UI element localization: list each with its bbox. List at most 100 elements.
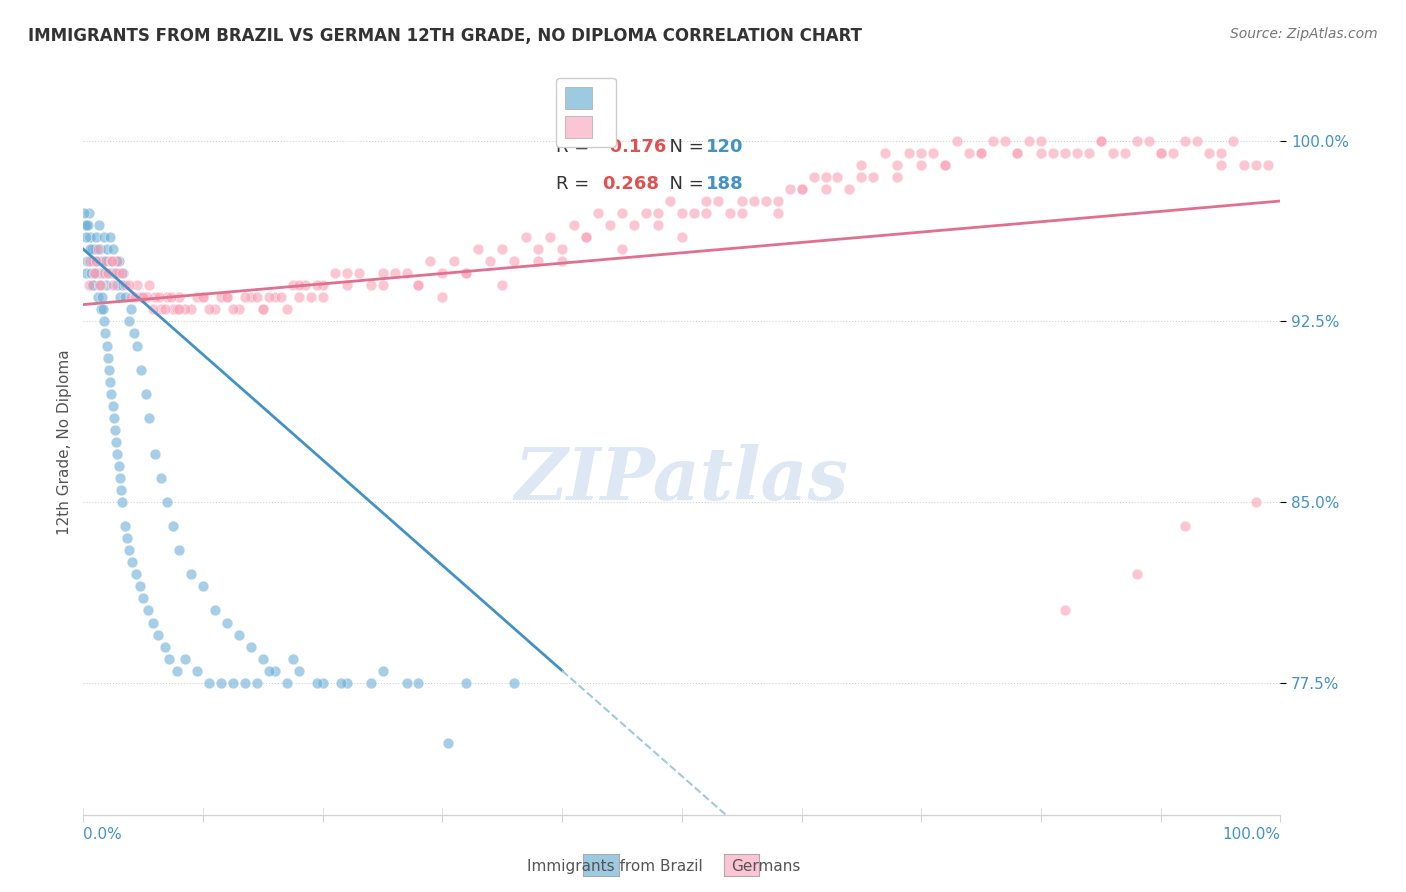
Point bbox=[910, 145, 932, 160]
Text: R =: R = bbox=[557, 175, 595, 194]
Point bbox=[96, 338, 118, 352]
Point bbox=[1090, 134, 1112, 148]
Point bbox=[239, 290, 262, 304]
Point bbox=[287, 664, 309, 678]
Point bbox=[647, 218, 669, 232]
Point bbox=[551, 242, 574, 256]
Point bbox=[107, 458, 129, 473]
Point bbox=[107, 266, 129, 280]
Point bbox=[114, 519, 136, 533]
Point bbox=[156, 495, 179, 509]
Text: Immigrants from Brazil: Immigrants from Brazil bbox=[527, 859, 703, 874]
Point bbox=[575, 230, 598, 244]
Point bbox=[1029, 134, 1052, 148]
Point bbox=[103, 410, 125, 425]
Point bbox=[551, 254, 574, 268]
Point bbox=[467, 242, 489, 256]
Point bbox=[329, 675, 352, 690]
Point bbox=[299, 290, 322, 304]
Text: N =: N = bbox=[658, 138, 710, 156]
Point bbox=[1222, 134, 1244, 148]
Point bbox=[111, 266, 134, 280]
Point bbox=[437, 736, 460, 750]
Point bbox=[515, 230, 537, 244]
Point bbox=[87, 218, 110, 232]
Point bbox=[1209, 145, 1232, 160]
Point bbox=[104, 423, 127, 437]
Text: R =: R = bbox=[557, 138, 595, 156]
Point bbox=[233, 290, 256, 304]
Point bbox=[1077, 145, 1099, 160]
Point bbox=[77, 218, 100, 232]
Point bbox=[93, 266, 115, 280]
Point bbox=[150, 302, 173, 317]
Point bbox=[135, 290, 157, 304]
Point bbox=[671, 206, 693, 220]
Text: Germans: Germans bbox=[731, 859, 800, 874]
Point bbox=[103, 242, 125, 256]
Point bbox=[142, 302, 165, 317]
Point bbox=[647, 206, 669, 220]
Point bbox=[718, 206, 741, 220]
Point bbox=[148, 290, 170, 304]
Point bbox=[1029, 145, 1052, 160]
Point bbox=[957, 145, 980, 160]
Point bbox=[94, 254, 117, 268]
Point bbox=[132, 290, 155, 304]
Point bbox=[77, 278, 100, 293]
Point bbox=[104, 266, 127, 280]
Point bbox=[1246, 495, 1268, 509]
Point bbox=[538, 230, 561, 244]
Point bbox=[75, 230, 97, 244]
Point bbox=[276, 675, 298, 690]
Point bbox=[110, 483, 132, 497]
Point bbox=[120, 302, 142, 317]
Point bbox=[89, 278, 111, 293]
Point bbox=[371, 278, 394, 293]
Point bbox=[138, 278, 160, 293]
Point bbox=[159, 651, 181, 665]
Point bbox=[875, 145, 897, 160]
Point bbox=[384, 266, 406, 280]
Point bbox=[108, 471, 131, 485]
Point bbox=[84, 254, 107, 268]
Point bbox=[755, 194, 778, 208]
Point bbox=[305, 278, 328, 293]
Point bbox=[107, 447, 129, 461]
Point bbox=[138, 410, 160, 425]
Point bbox=[86, 242, 108, 256]
Point bbox=[886, 169, 908, 184]
Point bbox=[108, 266, 131, 280]
Point bbox=[432, 290, 454, 304]
Point bbox=[100, 254, 122, 268]
Point bbox=[257, 664, 280, 678]
Point bbox=[742, 194, 765, 208]
Text: 0.268: 0.268 bbox=[602, 175, 658, 194]
Point bbox=[1125, 134, 1147, 148]
Point bbox=[114, 278, 136, 293]
Point bbox=[1005, 145, 1028, 160]
Point bbox=[166, 302, 188, 317]
Point bbox=[281, 278, 304, 293]
Point bbox=[276, 302, 298, 317]
Point bbox=[790, 182, 813, 196]
Point bbox=[803, 169, 825, 184]
Point bbox=[80, 242, 103, 256]
Point bbox=[98, 362, 121, 376]
Text: IMMIGRANTS FROM BRAZIL VS GERMAN 12TH GRADE, NO DIPLOMA CORRELATION CHART: IMMIGRANTS FROM BRAZIL VS GERMAN 12TH GR… bbox=[28, 27, 862, 45]
Point bbox=[75, 218, 97, 232]
Point bbox=[150, 471, 173, 485]
Point bbox=[1174, 519, 1197, 533]
Point bbox=[658, 194, 681, 208]
Point bbox=[527, 242, 550, 256]
Point bbox=[96, 242, 118, 256]
Point bbox=[281, 651, 304, 665]
Point bbox=[443, 254, 465, 268]
Point bbox=[90, 266, 112, 280]
Point bbox=[731, 206, 754, 220]
Point bbox=[174, 651, 197, 665]
Point bbox=[191, 290, 214, 304]
Point bbox=[83, 266, 105, 280]
Text: 100.0%: 100.0% bbox=[1222, 827, 1281, 842]
Point bbox=[336, 278, 359, 293]
